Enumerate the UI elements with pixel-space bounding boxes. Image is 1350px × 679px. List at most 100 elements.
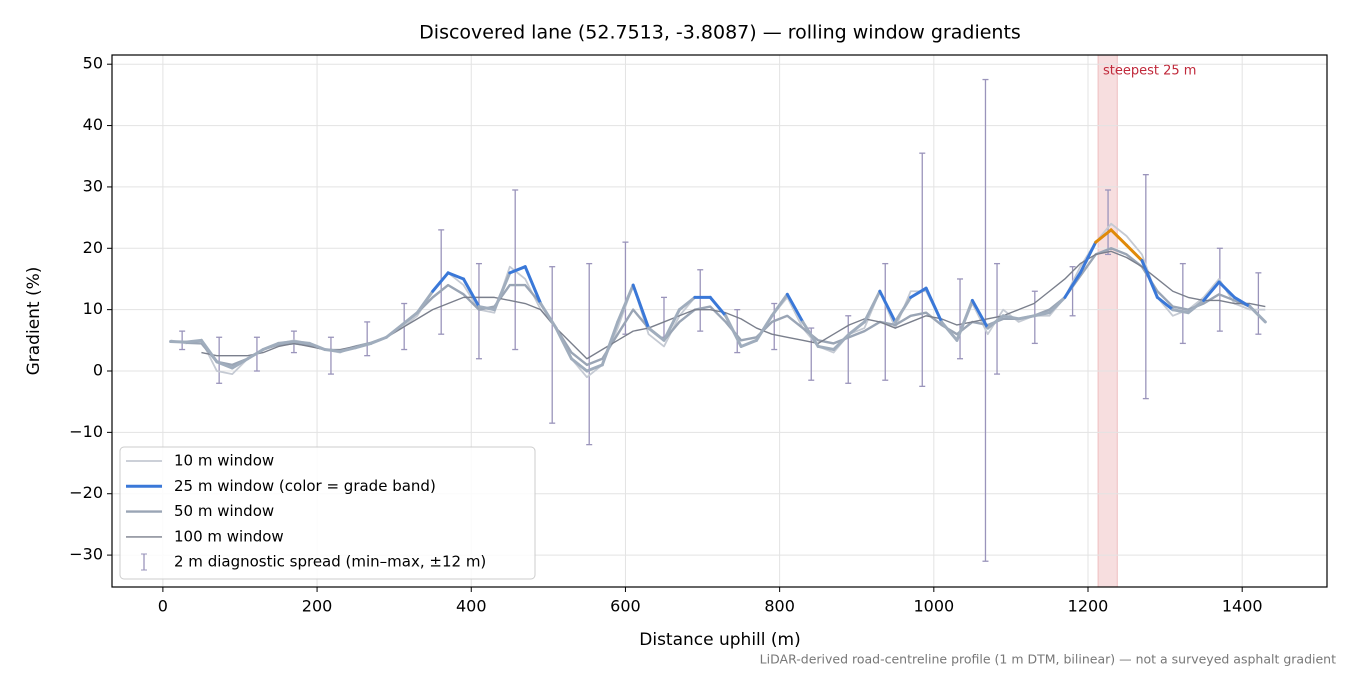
line-segment bbox=[1171, 308, 1190, 315]
line-segment bbox=[446, 271, 466, 281]
error-bar bbox=[216, 336, 223, 384]
line-segment bbox=[508, 265, 527, 275]
error-bar bbox=[586, 262, 593, 446]
line-segment bbox=[955, 298, 974, 342]
line-segment bbox=[832, 332, 851, 352]
x-tick-label: 1000 bbox=[913, 597, 954, 616]
line-segment bbox=[1125, 243, 1144, 263]
legend-label: 100 m window bbox=[174, 527, 284, 545]
error-bar bbox=[327, 336, 334, 375]
line-segment bbox=[847, 320, 866, 336]
line-segment bbox=[662, 308, 681, 342]
error-bar bbox=[364, 321, 371, 357]
x-axis-label: Distance uphill (m) bbox=[639, 630, 800, 650]
y-tick-label: 20 bbox=[83, 238, 103, 257]
error-bar bbox=[1142, 174, 1149, 400]
y-tick-label: 30 bbox=[83, 176, 103, 195]
span-label: steepest 25 m bbox=[1103, 64, 1196, 79]
error-bar bbox=[1255, 272, 1262, 335]
line-segment bbox=[246, 348, 265, 361]
line-segment bbox=[770, 292, 789, 318]
line-segment bbox=[1202, 280, 1221, 302]
line-segment bbox=[369, 335, 388, 345]
legend-label: 50 m window bbox=[174, 502, 274, 520]
line-segment bbox=[647, 326, 666, 342]
y-tick-label: 50 bbox=[83, 54, 103, 73]
x-tick-label: 1200 bbox=[1068, 597, 1109, 616]
line-segment bbox=[523, 265, 543, 306]
line-segment bbox=[462, 277, 481, 309]
line-segment bbox=[292, 340, 311, 345]
line-segment bbox=[277, 340, 296, 345]
line-segment bbox=[1155, 295, 1175, 312]
x-tick-label: 200 bbox=[302, 597, 333, 616]
plot-frame bbox=[111, 54, 1328, 588]
line-segment bbox=[215, 360, 234, 370]
line-segment bbox=[616, 283, 635, 324]
legend-label: 25 m window (color = grade band) bbox=[174, 477, 436, 495]
legend-box bbox=[119, 446, 536, 580]
line-segment bbox=[492, 271, 512, 312]
y-tick-label: 40 bbox=[83, 115, 103, 134]
line-segment bbox=[169, 340, 188, 344]
line-segment bbox=[585, 363, 604, 373]
line-segment bbox=[431, 271, 450, 293]
line-segment bbox=[1186, 298, 1206, 315]
footnote: LiDAR-derived road-centreline profile (1… bbox=[760, 652, 1336, 667]
line-segment bbox=[724, 314, 743, 348]
x-tick-label: 600 bbox=[610, 597, 641, 616]
line-segment bbox=[1047, 295, 1067, 315]
line-segment bbox=[677, 295, 697, 312]
line-segment bbox=[1232, 295, 1252, 309]
line-segment bbox=[338, 346, 358, 353]
chart-title: Discovered lane (52.7513, -3.8087) — rol… bbox=[419, 22, 1021, 44]
line-segment bbox=[631, 283, 651, 330]
line-segment bbox=[862, 289, 882, 324]
line-segment bbox=[1032, 311, 1051, 318]
y-tick-label: −30 bbox=[69, 545, 103, 564]
x-tick-label: 800 bbox=[764, 597, 795, 616]
line-segment bbox=[801, 320, 820, 348]
y-tick-label: 10 bbox=[83, 299, 103, 318]
line-segment bbox=[893, 295, 913, 324]
line-segment bbox=[924, 286, 944, 324]
error-bar bbox=[1069, 266, 1076, 317]
line-segment bbox=[539, 302, 558, 330]
line-segment bbox=[323, 348, 342, 353]
line-segment bbox=[384, 323, 404, 339]
error-bar bbox=[549, 266, 556, 424]
line-segment bbox=[400, 311, 419, 327]
error-bar bbox=[179, 330, 186, 351]
line-segment bbox=[600, 320, 620, 367]
highlight-span bbox=[1097, 54, 1118, 588]
error-bar bbox=[1216, 247, 1223, 332]
line-segment bbox=[554, 326, 573, 361]
line-segment bbox=[307, 341, 327, 352]
error-bar bbox=[697, 269, 704, 332]
legend-label: 2 m diagnostic spread (min–max, ±12 m) bbox=[174, 553, 486, 571]
error-bar bbox=[957, 278, 964, 360]
line-segment bbox=[230, 357, 250, 370]
line-segment bbox=[986, 314, 1005, 330]
line-segment bbox=[1078, 240, 1098, 275]
line-segment bbox=[970, 298, 990, 330]
line-segment bbox=[261, 341, 281, 352]
line-segment bbox=[1140, 259, 1159, 299]
error-bar bbox=[660, 296, 667, 338]
line-segment bbox=[1217, 280, 1236, 299]
line-segment bbox=[785, 292, 805, 324]
y-axis-label: Gradient (%) bbox=[24, 267, 44, 376]
error-bar bbox=[1031, 290, 1038, 345]
error-bar bbox=[475, 262, 482, 360]
x-tick-label: 400 bbox=[456, 597, 487, 616]
line-segment bbox=[940, 320, 959, 342]
error-bar bbox=[919, 152, 926, 387]
line-segment bbox=[755, 314, 774, 342]
line-segment bbox=[816, 344, 836, 352]
line-segment bbox=[569, 357, 589, 373]
line-segment bbox=[1248, 305, 1267, 324]
line-segment bbox=[1001, 314, 1021, 321]
error-bar bbox=[845, 315, 852, 384]
